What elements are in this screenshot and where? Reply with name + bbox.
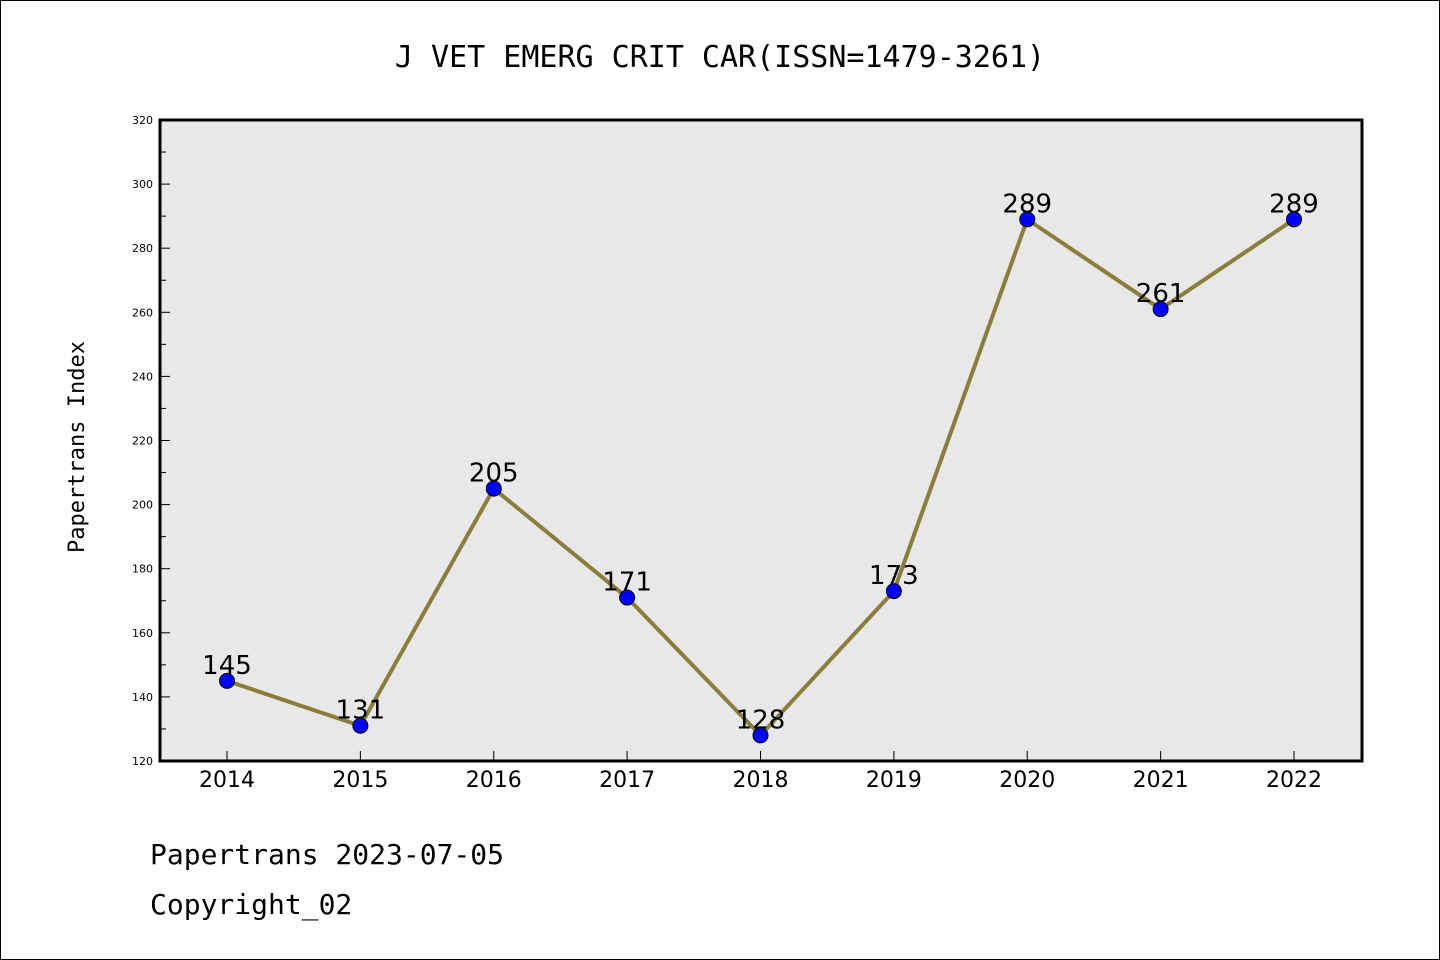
x-tick-label: 2021 (1133, 768, 1189, 793)
plot-background (160, 120, 1362, 761)
y-tick-label: 120 (132, 755, 153, 768)
x-tick-label: 2017 (599, 768, 655, 793)
data-label: 289 (1269, 189, 1319, 219)
y-tick-label: 300 (132, 178, 153, 191)
footer-copyright: Copyright_02 (150, 888, 352, 922)
x-tick-label: 2019 (866, 768, 922, 793)
plot-area: 120 140 160 180 200 220 240 260 280 300 320 2014 201… (132, 114, 1362, 793)
x-tick-label: 2020 (999, 768, 1055, 793)
data-label: 261 (1136, 279, 1186, 309)
data-label: 289 (1002, 189, 1052, 219)
y-tick-label: 320 (132, 114, 153, 127)
y-tick-label: 180 (132, 563, 153, 576)
chart-title: J VET EMERG CRIT CAR(ISSN=1479-3261) (395, 40, 1045, 75)
footer-date: Papertrans 2023-07-05 (150, 838, 504, 871)
y-tick-label: 260 (132, 306, 153, 319)
y-tick-label: 280 (132, 242, 153, 255)
data-label: 173 (869, 561, 919, 591)
x-tick-label: 2014 (199, 768, 255, 793)
data-label: 205 (469, 459, 519, 489)
x-tick-label: 2022 (1266, 768, 1322, 793)
y-tick-label: 140 (132, 691, 153, 704)
data-label: 128 (736, 705, 786, 735)
y-tick-label: 220 (132, 435, 153, 448)
data-label: 131 (336, 696, 386, 726)
y-tick-label: 200 (132, 499, 153, 512)
x-tick-label: 2018 (733, 768, 789, 793)
data-label: 171 (602, 568, 652, 598)
y-tick-label: 160 (132, 627, 153, 640)
y-tick-label: 240 (132, 370, 153, 383)
x-tick-label: 2016 (466, 768, 522, 793)
x-tick-label: 2015 (332, 768, 388, 793)
y-axis-label: Papertrans Index (65, 341, 90, 553)
data-label: 145 (202, 651, 252, 681)
